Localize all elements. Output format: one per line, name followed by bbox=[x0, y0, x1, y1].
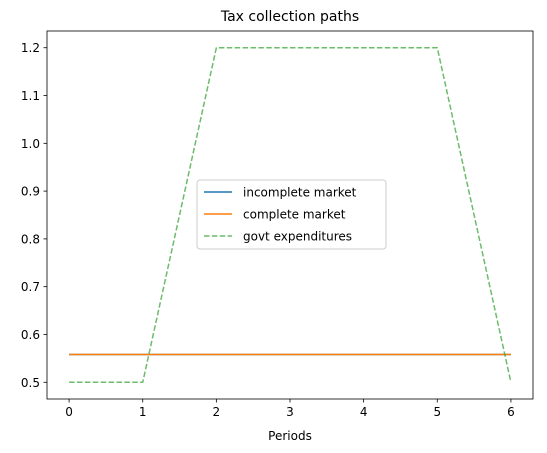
legend: incomplete market complete market govt exp… bbox=[196, 179, 387, 250]
y-tick-label: 1.0 bbox=[21, 137, 40, 151]
x-axis-label: Periods bbox=[268, 429, 312, 443]
x-tick-label: 0 bbox=[65, 405, 73, 419]
y-tick-label: 0.6 bbox=[21, 328, 40, 342]
series-group bbox=[69, 46, 512, 384]
x-tick-label: 2 bbox=[213, 405, 221, 419]
y-tick-label: 0.5 bbox=[21, 376, 40, 390]
legend-label: govt expenditures bbox=[243, 230, 352, 244]
x-tick-label: 5 bbox=[433, 405, 441, 419]
series-line-govt-expenditures bbox=[69, 46, 512, 384]
y-tick-label: 1.2 bbox=[21, 41, 40, 55]
x-tick-label: 1 bbox=[139, 405, 147, 419]
legend-label: incomplete market bbox=[243, 186, 357, 200]
plot-frame bbox=[46, 30, 534, 400]
y-tick-label: 0.7 bbox=[21, 280, 40, 294]
y-tick-label: 0.9 bbox=[21, 185, 40, 199]
legend-label: complete market bbox=[243, 208, 346, 222]
x-tick-label: 6 bbox=[507, 405, 515, 419]
x-tick-label: 3 bbox=[286, 405, 294, 419]
x-axis: 0 1 2 3 4 5 6 bbox=[65, 399, 515, 419]
y-tick-label: 1.1 bbox=[21, 89, 40, 103]
y-tick-label: 0.8 bbox=[21, 232, 40, 246]
y-axis: 0.5 0.6 0.7 0.8 0.9 1.0 1.1 1.2 bbox=[21, 41, 47, 390]
legend-box bbox=[196, 179, 387, 250]
chart-title: Tax collection paths bbox=[220, 9, 359, 25]
x-tick-label: 4 bbox=[360, 405, 368, 419]
